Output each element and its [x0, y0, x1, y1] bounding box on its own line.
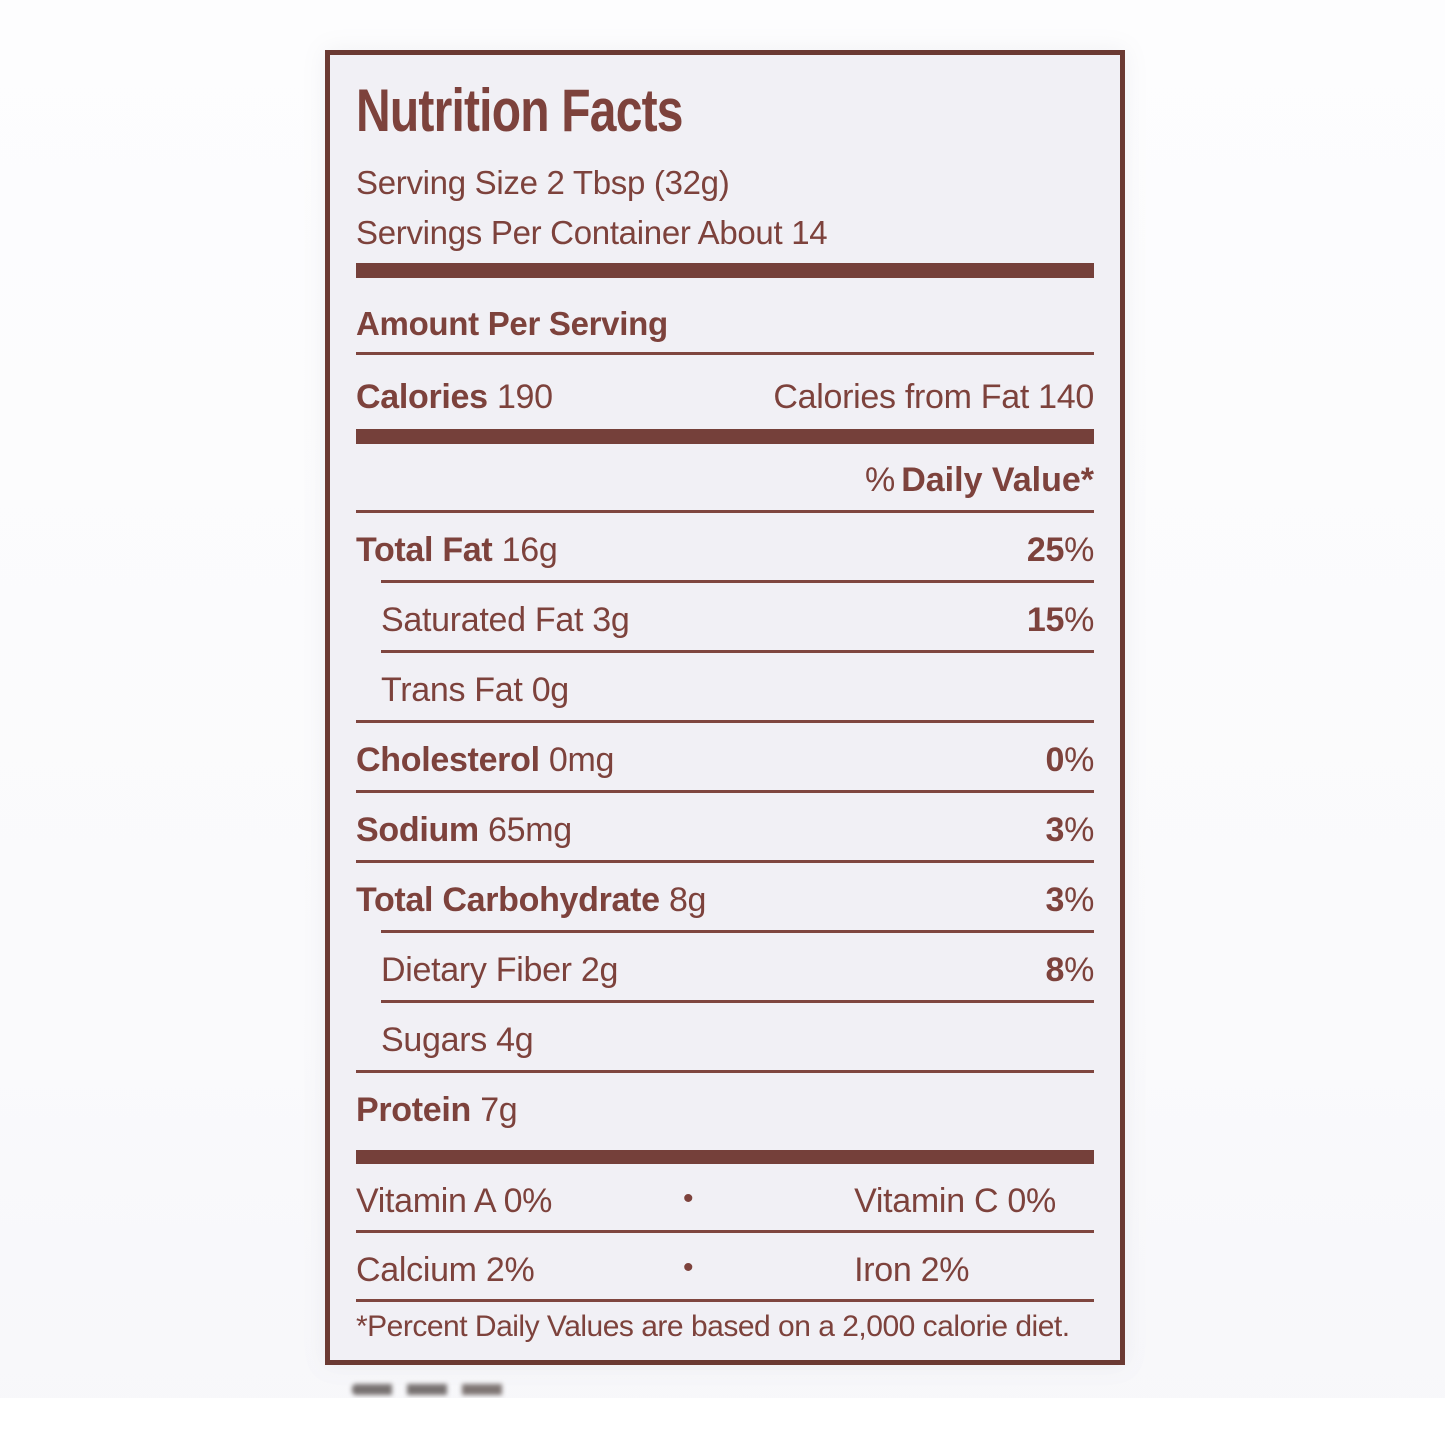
nutrient-name: Sodium [356, 811, 479, 849]
percent-sign: % [1064, 951, 1094, 989]
nutrient-name: Saturated Fat [381, 601, 584, 639]
nutrient-rows: Total Fat 16g 25% Saturated Fat 3g 15% Trans… [356, 513, 1094, 1138]
percent-number: 25 [1026, 531, 1065, 569]
percent-sign: % [1064, 741, 1094, 779]
thin-separator-rule [381, 650, 1094, 653]
nutrient-row: Saturated Fat 3g 15% [356, 583, 1094, 640]
percent-sign: % [1064, 531, 1094, 569]
daily-value-percent: 3% [1045, 880, 1094, 920]
bullet-separator: • [682, 1251, 694, 1284]
nutrient-name: Sugars [381, 1021, 487, 1059]
thick-separator-bar [356, 1150, 1094, 1164]
nutrient-text: Dietary Fiber 2g [356, 950, 618, 990]
nutrient-text: Sodium 65mg [356, 810, 572, 850]
nutrient-amount: 7g [480, 1091, 518, 1129]
nutrient-text: Trans Fat 0g [356, 670, 569, 710]
thin-separator-rule [356, 860, 1094, 863]
nutrient-amount: 2g [580, 951, 619, 989]
thin-separator-rule [381, 1000, 1094, 1003]
percent-number: 3 [1045, 881, 1065, 919]
nutrient-text: Protein 7g [356, 1090, 518, 1130]
nutrient-amount: 0mg [548, 741, 615, 779]
nutrition-facts-label: Nutrition Facts Serving Size 2 Tbsp (32g… [325, 50, 1125, 1365]
nutrient-text: Total Fat 16g [356, 530, 558, 570]
calories-row: Calories 190 Calories from Fat 140 [356, 377, 1094, 417]
clipped-text-fragment [352, 1384, 527, 1395]
daily-value-percent: 3% [1045, 810, 1094, 850]
amount-per-serving-heading: Amount Per Serving [356, 305, 668, 342]
daily-value-percent-sign: % [864, 461, 896, 499]
nutrient-amount: 65mg [488, 811, 572, 849]
serving-size: Serving Size 2 Tbsp (32g) [356, 164, 730, 201]
nutrient-row: Total Fat 16g 25% [356, 513, 1094, 570]
nutrient-row: Sodium 65mg 3% [356, 793, 1094, 850]
nutrient-amount: 8g [668, 881, 707, 919]
nutrient-name: Total Carbohydrate [356, 881, 660, 919]
percent-sign: % [1064, 881, 1094, 919]
nutrient-amount: 16g [501, 531, 558, 569]
thin-separator-rule [381, 930, 1094, 933]
thin-separator-rule [356, 510, 1094, 513]
nutrient-text: Sugars 4g [356, 1020, 534, 1060]
micronutrient-right: Iron 2% [854, 1251, 970, 1289]
nutrient-name: Protein [356, 1091, 472, 1129]
thin-separator-rule [381, 580, 1094, 583]
photo-edge-white-band [0, 1398, 1445, 1445]
micronutrient-right: Vitamin C 0% [854, 1182, 1056, 1220]
micronutrient-left: Vitamin A 0% [356, 1182, 553, 1220]
daily-value-percent: 0% [1045, 740, 1094, 780]
nutrient-text: Cholesterol 0mg [356, 740, 614, 780]
daily-value-percent: 25% [1027, 530, 1094, 570]
daily-value-percent: 8% [1045, 950, 1094, 990]
daily-value-footnote: *Percent Daily Values are based on a 2,0… [356, 1310, 1070, 1343]
nutrient-row: Total Carbohydrate 8g 3% [356, 863, 1094, 920]
calories-label: Calories [356, 378, 488, 416]
nutrient-name: Total Fat [356, 531, 493, 569]
nutrient-amount: 0g [531, 671, 570, 709]
micronutrient-rows: Vitamin A 0% • Vitamin C 0% Calcium 2% • Iron… [356, 1182, 1094, 1302]
nutrient-row: Protein 7g [356, 1073, 1094, 1138]
bullet-separator: • [682, 1182, 694, 1215]
nutrient-text: Saturated Fat 3g [356, 600, 630, 640]
thin-separator-rule [356, 1230, 1094, 1233]
percent-sign: % [1064, 601, 1094, 639]
calories-from-fat: Calories from Fat 140 [773, 378, 1094, 416]
percent-number: 8 [1045, 951, 1065, 989]
daily-value-label: Daily Value* [901, 461, 1094, 499]
label-title: Nutrition Facts [356, 77, 683, 144]
percent-number: 0 [1045, 741, 1065, 779]
nutrient-amount: 4g [496, 1021, 534, 1059]
daily-value-percent: 15% [1027, 600, 1094, 640]
daily-value-header: % Daily Value* [356, 460, 1094, 500]
percent-number: 15 [1026, 601, 1065, 639]
percent-sign: % [1064, 811, 1094, 849]
micronutrient-left: Calcium 2% [356, 1251, 535, 1289]
thin-separator-rule [356, 1070, 1094, 1073]
thick-separator-bar [356, 263, 1094, 278]
nutrient-row: Dietary Fiber 2g 8% [356, 933, 1094, 990]
servings-per-container: Servings Per Container About 14 [356, 214, 828, 251]
nutrient-row: Cholesterol 0mg 0% [356, 723, 1094, 780]
nutrient-row: Trans Fat 0g [356, 653, 1094, 710]
nutrient-name: Dietary Fiber [381, 951, 572, 989]
thin-separator-rule [356, 720, 1094, 723]
calories: Calories 190 [356, 377, 553, 417]
thin-separator-rule [356, 1299, 1094, 1302]
nutrient-text: Total Carbohydrate 8g [356, 880, 706, 920]
calories-value: 190 [496, 378, 553, 416]
nutrient-amount: 3g [592, 601, 630, 639]
nutrient-name: Cholesterol [356, 741, 540, 779]
percent-number: 3 [1045, 811, 1065, 849]
thin-separator-rule [356, 352, 1094, 355]
thick-separator-bar [356, 429, 1094, 444]
nutrient-name: Trans Fat [381, 671, 523, 709]
micronutrient-row: Vitamin A 0% • Vitamin C 0% [356, 1182, 1094, 1220]
micronutrient-row: Calcium 2% • Iron 2% [356, 1251, 1094, 1289]
nutrient-row: Sugars 4g [356, 1003, 1094, 1060]
thin-separator-rule [356, 790, 1094, 793]
